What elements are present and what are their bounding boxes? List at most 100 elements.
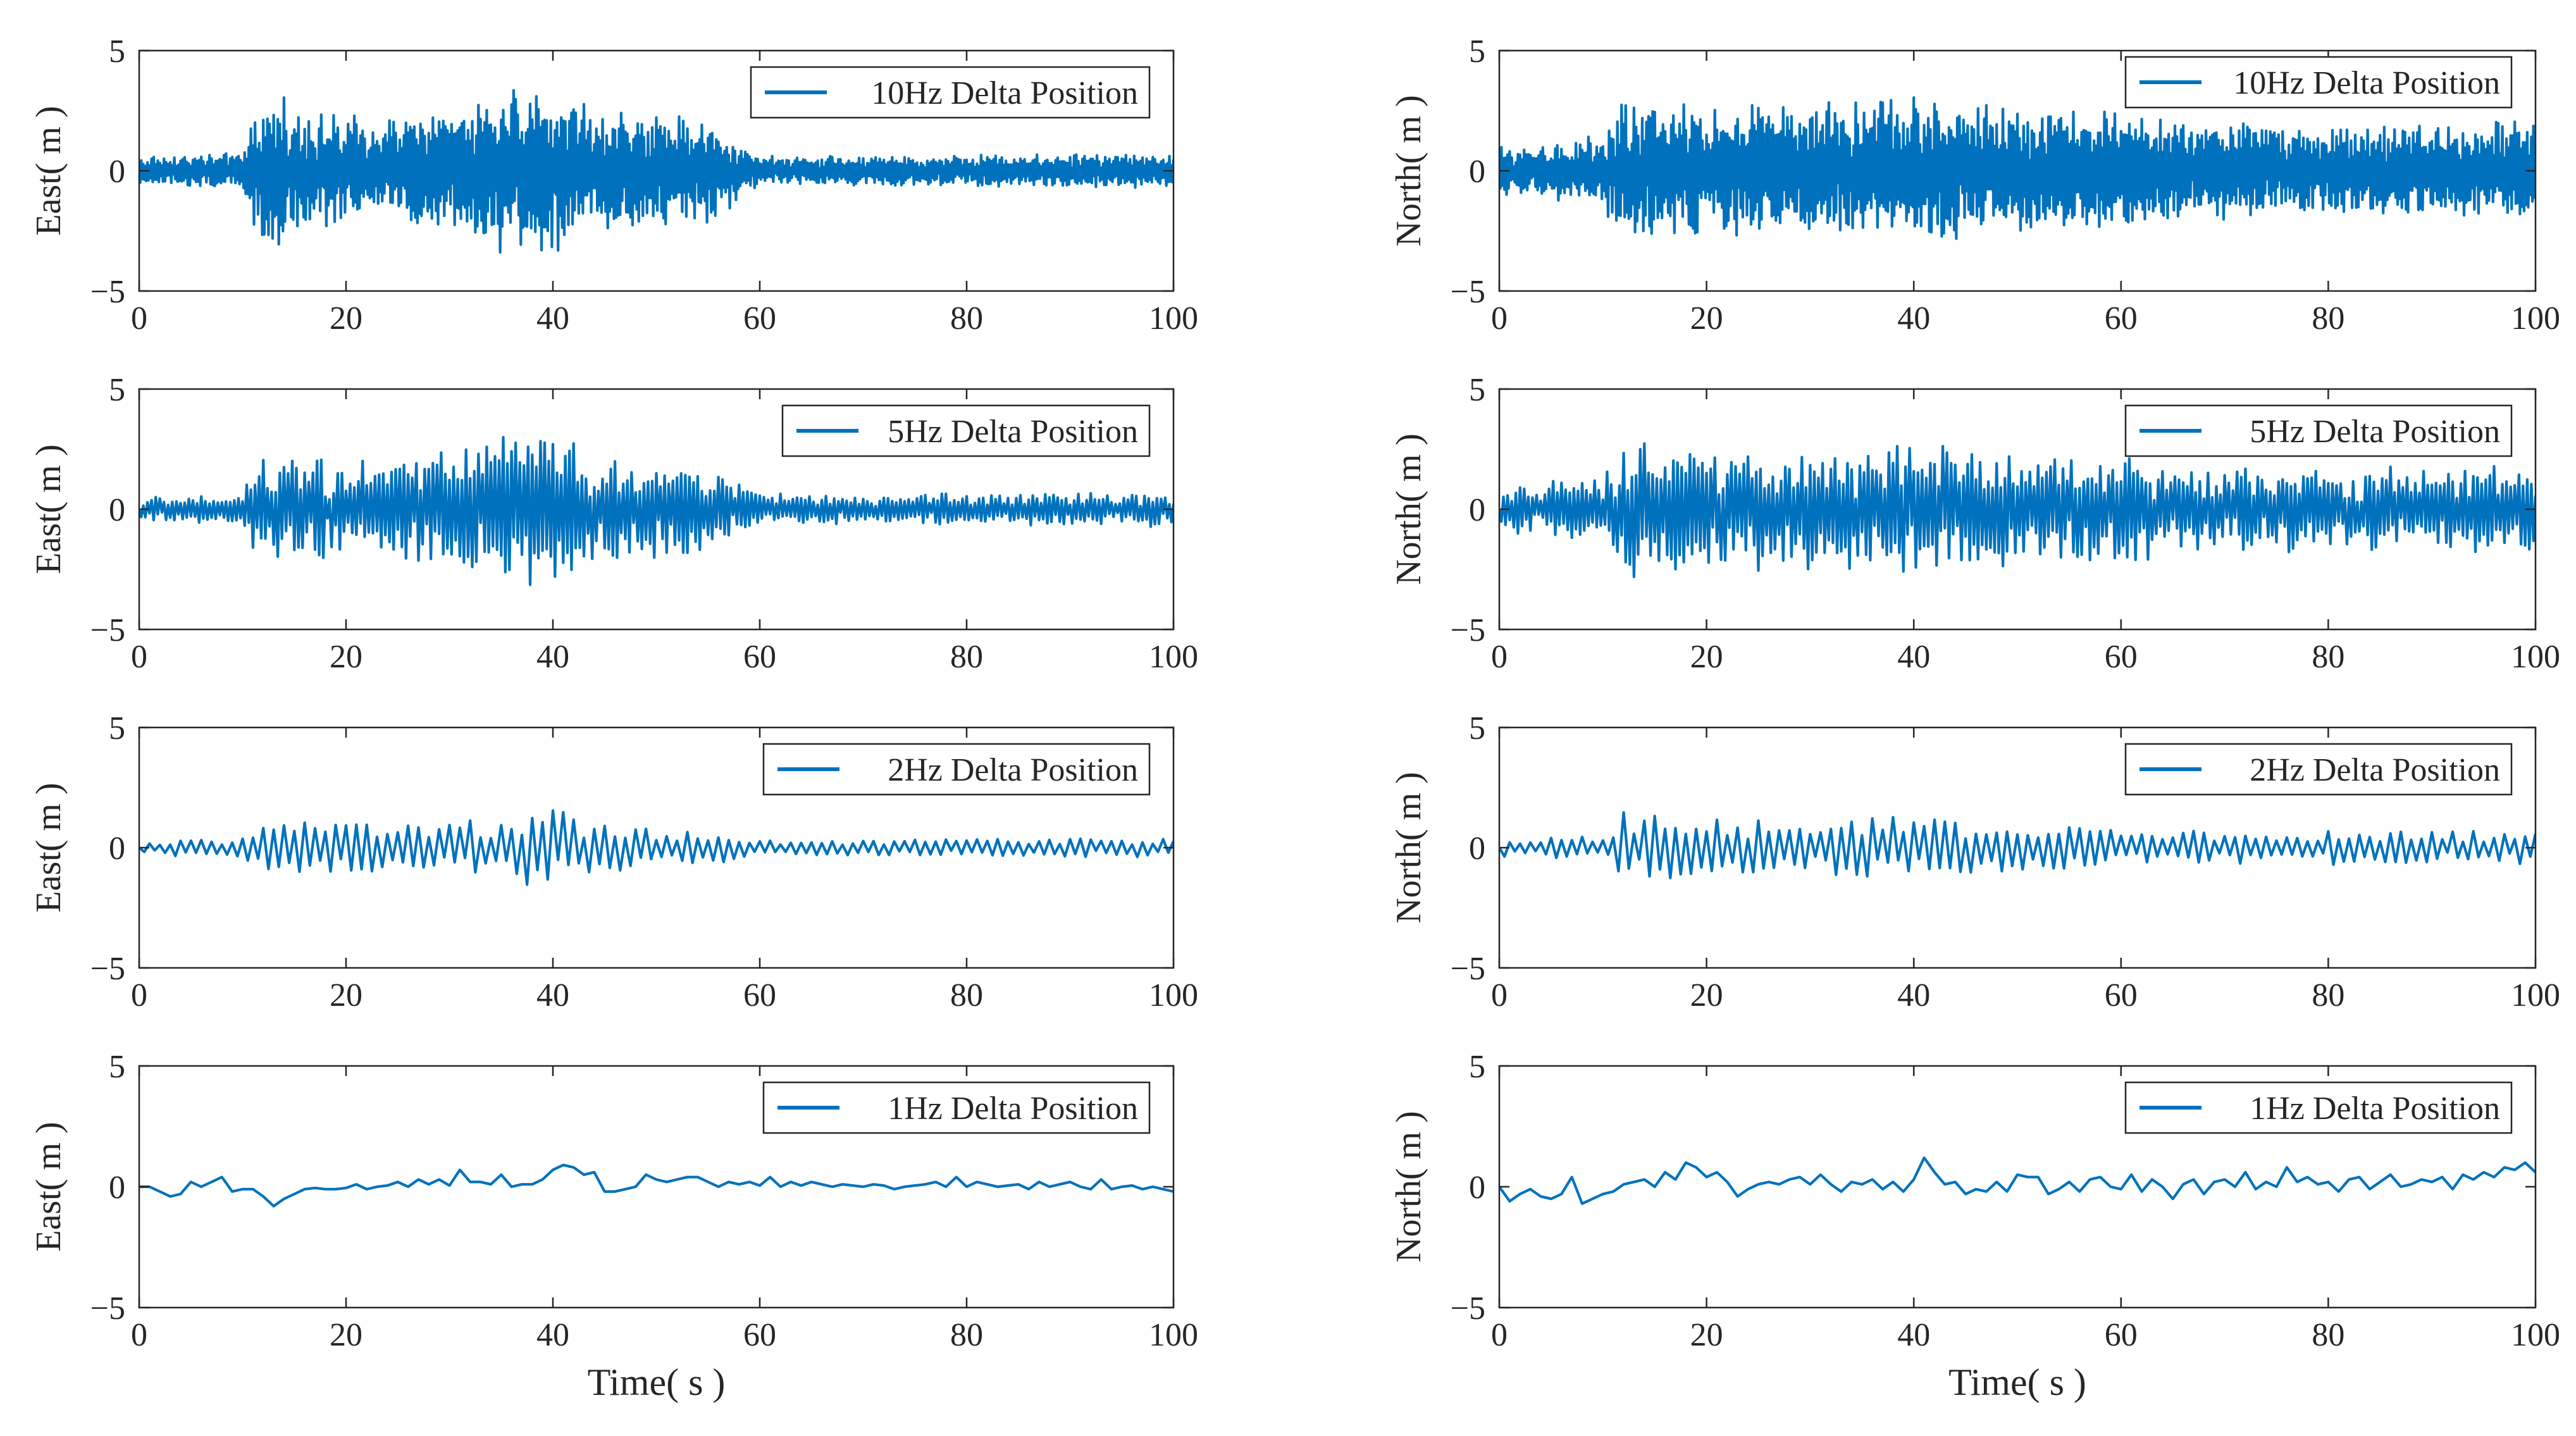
y-axis-label: East( m ) [29, 444, 68, 574]
x-tick-label: 60 [2105, 977, 2138, 1013]
y-tick-label: 5 [1469, 710, 1485, 746]
y-axis-label: East( m ) [29, 106, 68, 235]
x-axis-label: Time( s ) [588, 1361, 726, 1403]
series-line [139, 1163, 1173, 1208]
series-line [139, 436, 1173, 586]
x-tick-label: 20 [330, 639, 362, 675]
y-axis-label: North( m ) [1389, 772, 1428, 924]
x-tick-label: 20 [330, 1317, 362, 1353]
series-line [1499, 96, 2536, 240]
legend-label: 1Hz Delta Position [2250, 1091, 2500, 1127]
x-axis-label: Time( s ) [1948, 1361, 2086, 1403]
y-axis-label: East( m ) [29, 783, 68, 912]
x-tick-label: 60 [2105, 1317, 2138, 1353]
legend: 1Hz Delta Position [2124, 1081, 2513, 1134]
x-tick-label: 0 [131, 977, 147, 1013]
legend: 5Hz Delta Position [781, 404, 1151, 457]
x-tick-label: 80 [2312, 1317, 2344, 1353]
y-tick-label: 5 [1469, 372, 1485, 408]
x-tick-label: 40 [536, 1317, 569, 1353]
x-tick-label: 60 [743, 977, 776, 1013]
y-tick-label: −5 [90, 1291, 125, 1327]
x-tick-label: 20 [1690, 1317, 1723, 1353]
x-tick-label: 60 [743, 300, 776, 337]
x-tick-label: 60 [2105, 639, 2138, 675]
y-tick-label: 0 [1469, 1170, 1485, 1206]
legend-label: 2Hz Delta Position [2250, 752, 2500, 788]
x-tick-label: 40 [536, 639, 569, 675]
x-tick-label: 40 [1897, 977, 1930, 1013]
y-tick-label: 5 [1469, 34, 1485, 70]
x-tick-label: 100 [1149, 977, 1198, 1013]
legend: 5Hz Delta Position [2124, 404, 2513, 457]
x-tick-label: 0 [131, 639, 147, 675]
y-tick-label: −5 [90, 274, 125, 310]
x-tick-label: 80 [950, 639, 983, 675]
legend: 2Hz Delta Position [2124, 743, 2513, 796]
x-tick-label: 80 [2312, 977, 2344, 1013]
y-tick-label: 0 [1469, 831, 1485, 867]
legend-label: 1Hz Delta Position [888, 1091, 1138, 1127]
x-tick-label: 0 [1491, 1317, 1508, 1353]
x-tick-label: 80 [2312, 639, 2344, 675]
x-tick-label: 100 [1149, 1317, 1198, 1353]
y-tick-label: −5 [1451, 951, 1485, 987]
y-tick-label: 0 [1469, 154, 1485, 190]
y-tick-label: 0 [109, 154, 125, 190]
x-tick-label: 20 [1690, 639, 1723, 675]
legend: 1Hz Delta Position [762, 1081, 1151, 1134]
legend: 2Hz Delta Position [762, 743, 1151, 796]
x-tick-label: 0 [1491, 639, 1508, 675]
x-tick-label: 40 [1897, 300, 1930, 337]
series-line [139, 89, 1173, 254]
x-tick-label: 0 [131, 1317, 147, 1353]
legend: 10Hz Delta Position [2124, 56, 2513, 109]
y-tick-label: 0 [1469, 492, 1485, 528]
x-tick-label: 100 [1149, 300, 1198, 337]
series-line [139, 809, 1173, 886]
y-tick-label: −5 [90, 612, 125, 648]
x-tick-label: 80 [2312, 300, 2344, 337]
x-tick-label: 40 [536, 300, 569, 337]
legend-label: 10Hz Delta Position [2233, 65, 2500, 101]
x-tick-label: 20 [330, 300, 362, 337]
x-tick-label: 60 [743, 1317, 776, 1353]
x-tick-label: 40 [536, 977, 569, 1013]
x-tick-label: 80 [950, 300, 983, 337]
x-tick-label: 0 [1491, 300, 1508, 337]
y-tick-label: 5 [109, 34, 125, 70]
legend-label: 2Hz Delta Position [888, 752, 1138, 788]
x-tick-label: 100 [1149, 639, 1198, 675]
x-tick-label: 20 [1690, 977, 1723, 1013]
x-tick-label: 40 [1897, 639, 1930, 675]
x-tick-label: 60 [743, 639, 776, 675]
y-tick-label: 0 [109, 831, 125, 867]
y-tick-label: −5 [1451, 612, 1485, 648]
y-axis-label: North( m ) [1389, 95, 1428, 247]
y-tick-label: 0 [109, 492, 125, 528]
y-axis-label: North( m ) [1389, 1111, 1428, 1263]
x-tick-label: 100 [2511, 300, 2560, 337]
y-tick-label: 5 [109, 1049, 125, 1085]
x-tick-label: 80 [950, 977, 983, 1013]
legend-label: 10Hz Delta Position [871, 75, 1138, 111]
x-tick-label: 40 [1897, 1317, 1930, 1353]
x-tick-label: 20 [1690, 300, 1723, 337]
y-tick-label: 0 [109, 1170, 125, 1206]
x-tick-label: 80 [950, 1317, 983, 1353]
y-tick-label: −5 [1451, 1291, 1485, 1327]
series-line [1499, 442, 2536, 578]
x-tick-label: 100 [2511, 1317, 2560, 1353]
series-line [1499, 811, 2536, 880]
y-tick-label: 5 [1469, 1049, 1485, 1085]
legend-label: 5Hz Delta Position [2250, 414, 2500, 450]
x-tick-label: 60 [2105, 300, 2138, 337]
x-tick-label: 0 [131, 300, 147, 337]
legend: 10Hz Delta Position [750, 66, 1151, 119]
